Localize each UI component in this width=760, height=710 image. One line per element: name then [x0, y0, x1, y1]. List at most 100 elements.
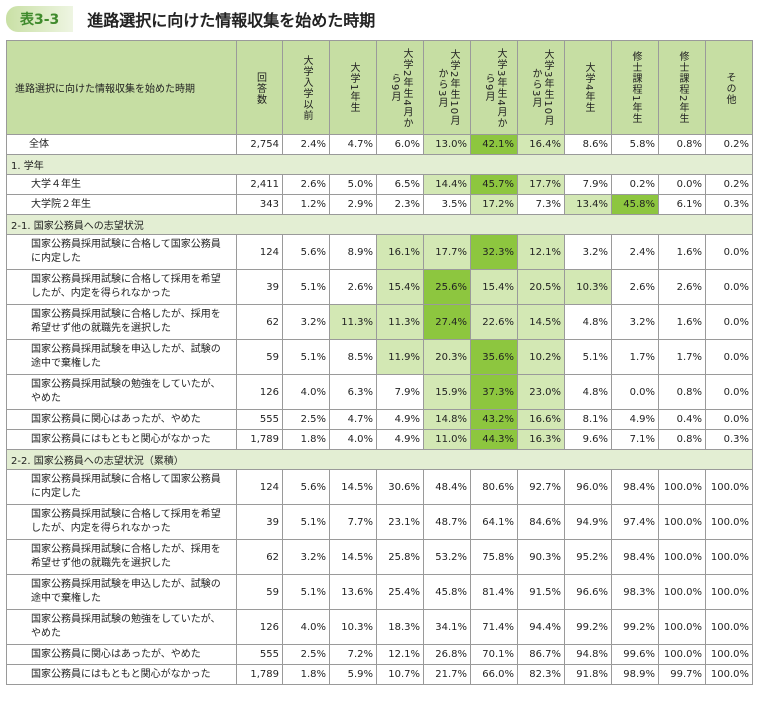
- cell: 6.0%: [376, 134, 424, 155]
- cell: 124: [236, 469, 283, 505]
- row-label: 国家公務員採用試験の勉強をしていたが、やめた: [6, 609, 237, 645]
- column-header-text: 回答数: [254, 71, 266, 105]
- cell: 0.3%: [705, 194, 753, 215]
- cell: 13.4%: [564, 194, 612, 215]
- cell: 6.1%: [658, 194, 706, 215]
- section-title: 2-1. 国家公務員への志望状況: [6, 214, 753, 235]
- cell: 5.8%: [611, 134, 659, 155]
- cell: 100.0%: [705, 504, 753, 540]
- cell: 2.6%: [658, 269, 706, 305]
- data-row: 大学院２年生 343 1.2% 2.9% 2.3% 3.5% 17.2% 7.3% 13.4% 4…: [6, 194, 753, 215]
- data-row: 大学４年生 2,411 2.6% 5.0% 6.5% 14.4% 45.7% 17.7% 7.9…: [6, 174, 753, 195]
- cell: 22.6%: [470, 304, 518, 340]
- data-row: 国家公務員採用試験の勉強をしていたが、やめた 126 4.0% 10.3% 18.3% 3…: [6, 609, 753, 645]
- cell: 62: [236, 304, 283, 340]
- cell: 92.7%: [517, 469, 565, 505]
- cell: 94.8%: [564, 644, 612, 665]
- cell: 14.5%: [517, 304, 565, 340]
- cell: 1,789: [236, 429, 283, 450]
- column-header-text: 修士課程2年生: [677, 51, 688, 125]
- cell: 1.7%: [658, 339, 706, 375]
- cell: 0.8%: [658, 374, 706, 410]
- cell: 100.0%: [705, 644, 753, 665]
- cell: 2.5%: [282, 409, 330, 430]
- cell: 4.9%: [611, 409, 659, 430]
- data-row: 国家公務員に関心はあったが、やめた 555 2.5% 7.2% 12.1% 26.8% 70…: [6, 644, 753, 665]
- cell: 16.1%: [376, 234, 424, 270]
- cell: 81.4%: [470, 574, 518, 610]
- cell: 98.3%: [611, 574, 659, 610]
- cell: 84.6%: [517, 504, 565, 540]
- cell: 90.3%: [517, 539, 565, 575]
- cell: 10.3%: [564, 269, 612, 305]
- cell: 18.3%: [376, 609, 424, 645]
- cell: 34.1%: [423, 609, 471, 645]
- row-label: 国家公務員採用試験に合格して国家公務員に内定した: [6, 234, 237, 270]
- row-label: 国家公務員にはもともと関心がなかった: [6, 429, 237, 450]
- cell: 14.5%: [329, 539, 377, 575]
- cell: 0.3%: [705, 429, 753, 450]
- cell: 44.3%: [470, 429, 518, 450]
- cell: 25.4%: [376, 574, 424, 610]
- column-header: 大学1年生: [329, 40, 377, 135]
- cell: 42.1%: [470, 134, 518, 155]
- cell: 2,754: [236, 134, 283, 155]
- cell: 2.6%: [611, 269, 659, 305]
- cell: 15.4%: [376, 269, 424, 305]
- cell: 14.4%: [423, 174, 471, 195]
- data-table: 進路選択に向けた情報収集を始めた時期 回答数 大学入学以前 大学1年生 大学2年生4月…: [6, 40, 753, 685]
- column-header: その他: [705, 40, 753, 135]
- cell: 1.6%: [658, 234, 706, 270]
- cell: 7.9%: [376, 374, 424, 410]
- cell: 5.1%: [282, 269, 330, 305]
- cell: 3.5%: [423, 194, 471, 215]
- column-header-text: 大学3年生10月から3月: [530, 49, 553, 127]
- cell: 100.0%: [658, 539, 706, 575]
- cell: 12.1%: [376, 644, 424, 665]
- cell: 126: [236, 374, 283, 410]
- cell: 80.6%: [470, 469, 518, 505]
- cell: 1.8%: [282, 664, 330, 685]
- cell: 86.7%: [517, 644, 565, 665]
- cell: 26.8%: [423, 644, 471, 665]
- cell: 0.0%: [705, 374, 753, 410]
- section-row: 1. 学年: [6, 154, 753, 175]
- cell: 27.4%: [423, 304, 471, 340]
- data-row: 国家公務員採用試験に合格して国家公務員に内定した 124 5.6% 8.9% 16.1%…: [6, 234, 753, 270]
- row-label: 国家公務員採用試験を申込したが、試験の途中で棄権した: [6, 574, 237, 610]
- cell: 8.9%: [329, 234, 377, 270]
- badge: 表3-3: [6, 6, 74, 32]
- data-row: 国家公務員採用試験を申込したが、試験の途中で棄権した 59 5.1% 8.5% 11.9…: [6, 339, 753, 375]
- cell: 2.4%: [611, 234, 659, 270]
- cell: 99.2%: [611, 609, 659, 645]
- cell: 20.5%: [517, 269, 565, 305]
- data-row: 国家公務員にはもともと関心がなかった 1,789 1.8% 4.0% 4.9% 11.0%…: [6, 429, 753, 450]
- cell: 1,789: [236, 664, 283, 685]
- cell: 16.4%: [517, 134, 565, 155]
- row-label: 国家公務員採用試験に合格して採用を希望したが、内定を得られなかった: [6, 504, 237, 540]
- cell: 4.7%: [329, 134, 377, 155]
- cell: 0.2%: [705, 174, 753, 195]
- cell: 11.9%: [376, 339, 424, 375]
- cell: 100.0%: [705, 574, 753, 610]
- cell: 5.6%: [282, 469, 330, 505]
- column-header-text: 修士課程1年生: [630, 51, 641, 125]
- cell: 91.8%: [564, 664, 612, 685]
- cell: 35.6%: [470, 339, 518, 375]
- cell: 20.3%: [423, 339, 471, 375]
- data-row: 国家公務員に関心はあったが、やめた 555 2.5% 4.7% 4.9% 14.8% 43.…: [6, 409, 753, 430]
- cell: 75.8%: [470, 539, 518, 575]
- cell: 5.1%: [282, 339, 330, 375]
- cell: 62: [236, 539, 283, 575]
- cell: 6.3%: [329, 374, 377, 410]
- cell: 48.7%: [423, 504, 471, 540]
- cell: 4.0%: [329, 429, 377, 450]
- cell: 0.0%: [705, 409, 753, 430]
- cell: 96.0%: [564, 469, 612, 505]
- cell: 100.0%: [705, 664, 753, 685]
- cell: 12.1%: [517, 234, 565, 270]
- data-row: 国家公務員採用試験の勉強をしていたが、やめた 126 4.0% 6.3% 7.9% 15.…: [6, 374, 753, 410]
- cell: 25.8%: [376, 539, 424, 575]
- column-header: 大学4年生: [564, 40, 612, 135]
- cell: 7.1%: [611, 429, 659, 450]
